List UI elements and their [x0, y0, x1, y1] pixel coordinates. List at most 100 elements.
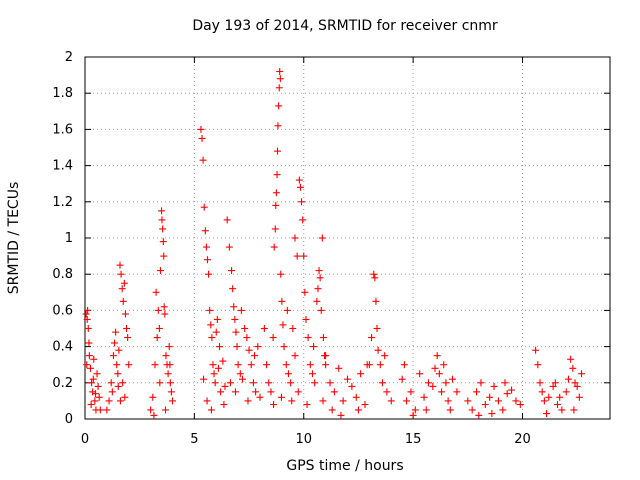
- data-point: [275, 102, 283, 110]
- data-point: [254, 343, 262, 351]
- chart-title: Day 193 of 2014, SRMTID for receiver cnm…: [192, 18, 498, 34]
- data-point: [252, 388, 260, 396]
- data-point: [114, 370, 122, 378]
- data-point: [267, 388, 275, 396]
- data-point: [125, 361, 133, 369]
- data-point: [160, 252, 168, 260]
- data-point: [263, 361, 271, 369]
- data-point: [85, 352, 93, 360]
- data-point: [578, 370, 586, 378]
- data-point: [232, 388, 239, 396]
- data-point: [226, 379, 234, 387]
- data-point: [442, 379, 450, 387]
- data-point: [155, 325, 163, 332]
- data-point: [117, 270, 125, 278]
- data-point: [352, 393, 360, 401]
- data-point: [149, 393, 157, 401]
- data-point: [291, 352, 299, 360]
- data-point: [279, 321, 287, 329]
- data-point: [403, 397, 411, 405]
- data-point: [284, 370, 292, 378]
- data-point: [348, 382, 356, 390]
- data-point: [244, 397, 252, 405]
- data-point: [277, 270, 285, 278]
- x-tick-label: 15: [405, 432, 422, 447]
- y-tick-label: 1: [65, 231, 73, 246]
- data-point: [296, 183, 304, 191]
- data-point: [124, 334, 132, 342]
- data-point: [314, 285, 322, 293]
- data-points: [82, 67, 586, 419]
- data-point: [302, 315, 310, 323]
- data-point: [486, 393, 494, 401]
- data-point: [204, 256, 211, 264]
- data-point: [295, 176, 303, 184]
- x-tick-label: 20: [514, 432, 531, 447]
- data-point: [278, 297, 286, 305]
- data-point: [273, 171, 281, 179]
- data-point: [344, 375, 351, 383]
- data-point: [85, 339, 93, 347]
- data-point: [536, 379, 544, 387]
- data-point: [269, 334, 277, 342]
- data-point: [114, 382, 122, 390]
- data-point: [453, 388, 461, 396]
- x-tick-label: 10: [295, 432, 312, 447]
- data-point: [322, 352, 330, 360]
- data-point: [203, 397, 211, 405]
- data-point: [214, 364, 222, 372]
- data-point: [249, 379, 257, 387]
- data-point: [311, 379, 319, 387]
- data-point: [156, 379, 164, 387]
- data-point: [206, 306, 214, 314]
- data-point: [512, 397, 520, 405]
- data-point: [232, 328, 240, 336]
- data-point: [237, 306, 245, 314]
- data-point: [216, 343, 224, 351]
- data-point: [225, 243, 233, 251]
- data-point: [411, 406, 419, 414]
- data-point: [209, 361, 217, 369]
- data-point: [433, 352, 441, 360]
- data-point: [339, 397, 347, 405]
- data-point: [200, 203, 208, 211]
- data-point: [119, 297, 127, 305]
- data-point: [422, 406, 430, 414]
- data-point: [313, 297, 321, 305]
- data-point: [113, 361, 121, 369]
- data-point: [276, 75, 284, 83]
- data-point: [387, 397, 395, 405]
- data-point: [111, 339, 119, 347]
- data-point: [274, 122, 282, 130]
- data-point: [162, 352, 170, 360]
- data-point: [228, 267, 236, 275]
- data-point: [83, 315, 91, 323]
- data-point: [374, 346, 382, 354]
- data-point: [309, 370, 316, 378]
- data-point: [335, 364, 343, 372]
- data-point: [220, 401, 228, 409]
- data-point: [409, 411, 417, 419]
- data-point: [532, 346, 540, 354]
- data-point: [322, 361, 330, 369]
- data-point: [84, 306, 92, 314]
- data-point: [169, 397, 176, 405]
- data-point: [83, 361, 91, 369]
- data-point: [91, 397, 99, 405]
- data-point: [233, 343, 241, 351]
- data-point: [229, 285, 237, 293]
- data-point: [92, 390, 99, 398]
- data-point: [293, 252, 301, 260]
- data-point: [275, 84, 283, 92]
- data-point: [376, 361, 384, 369]
- data-point: [303, 401, 311, 409]
- data-point: [398, 375, 406, 383]
- data-point: [551, 379, 559, 387]
- data-point: [211, 379, 219, 387]
- y-tick-label: 2: [65, 50, 73, 65]
- y-tick-label: 1.6: [52, 122, 73, 137]
- data-point: [289, 325, 297, 332]
- data-point: [319, 397, 327, 405]
- data-point: [241, 325, 249, 332]
